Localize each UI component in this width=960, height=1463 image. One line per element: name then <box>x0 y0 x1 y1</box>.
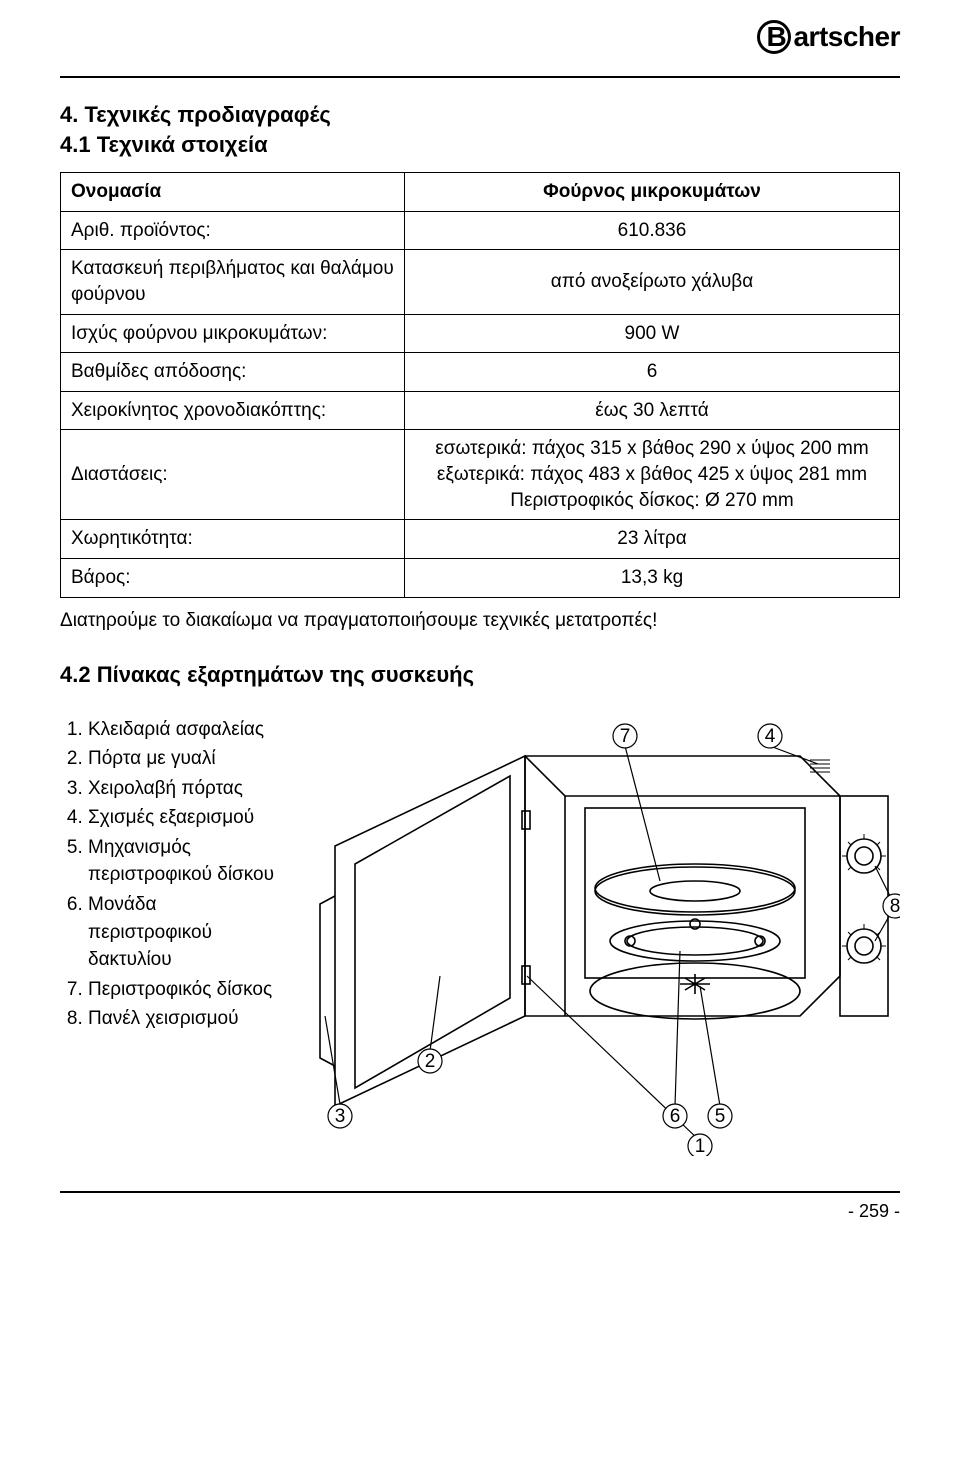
spec-value: Φούρνος μικροκυμάτων <box>404 173 899 212</box>
top-rule <box>60 76 900 78</box>
spec-value: από ανοξείρωτο χάλυβα <box>404 250 899 314</box>
table-row: Ισχύς φούρνου μικροκυμάτων: 900 W <box>61 314 900 353</box>
brand-b-icon <box>757 20 791 54</box>
dim-line-3: Περιστροφικός δίσκος: Ø 270 mm <box>415 488 889 514</box>
callout-7: 7 <box>620 726 631 747</box>
microwave-diagram: 7 4 8 2 3 6 5 1 <box>300 716 900 1161</box>
spec-label: Διαστάσεις: <box>61 430 405 520</box>
spec-value: 900 W <box>404 314 899 353</box>
page-number: - 259 - <box>60 1201 900 1222</box>
list-item: Χειρολαβή πόρτας <box>88 775 280 803</box>
callout-8: 8 <box>890 896 900 917</box>
list-item: Μονάδα περιστροφικού δακτυλίου <box>88 891 280 974</box>
spec-value: 23 λίτρα <box>404 520 899 559</box>
table-row: Χωρητικότητα: 23 λίτρα <box>61 520 900 559</box>
list-item: Μηχανισμός περιστροφικού δίσκου <box>88 834 280 889</box>
table-row: Διαστάσεις: εσωτερικά: πάχος 315 x βάθος… <box>61 430 900 520</box>
list-item: Πανέλ χεισρισμού <box>88 1005 280 1033</box>
microwave-svg: 7 4 8 2 3 6 5 1 <box>300 716 900 1156</box>
table-row: Χειροκίνητος χρονοδιακόπτης: έως 30 λεπτ… <box>61 391 900 430</box>
list-item: Σχισμές εξαερισμού <box>88 804 280 832</box>
spec-value-dimensions: εσωτερικά: πάχος 315 x βάθος 290 x ύψος … <box>404 430 899 520</box>
callout-2: 2 <box>425 1051 436 1072</box>
list-item: Πόρτα με γυαλί <box>88 745 280 773</box>
list-item: Περιστροφικός δίσκος <box>88 976 280 1004</box>
page: artscher 4. Τεχνικές προδιαγραφές 4.1 Τε… <box>0 0 960 1262</box>
spec-value: 13,3 kg <box>404 559 899 598</box>
spec-label: Χειροκίνητος χρονοδιακόπτης: <box>61 391 405 430</box>
callout-4: 4 <box>765 726 776 747</box>
spec-label: Βαθμίδες απόδοσης: <box>61 353 405 392</box>
spec-label: Ονομασία <box>61 173 405 212</box>
brand-text: artscher <box>793 21 900 53</box>
dim-line-1: εσωτερικά: πάχος 315 x βάθος 290 x ύψος … <box>415 436 889 462</box>
parts-list: Κλειδαριά ασφαλείας Πόρτα με γυαλί Χειρο… <box>60 716 280 1035</box>
spec-label: Ισχύς φούρνου μικροκυμάτων: <box>61 314 405 353</box>
callout-5: 5 <box>715 1106 726 1127</box>
spec-label: Χωρητικότητα: <box>61 520 405 559</box>
spec-label: Βάρος: <box>61 559 405 598</box>
list-item: Κλειδαριά ασφαλείας <box>88 716 280 744</box>
footer-rule <box>60 1191 900 1193</box>
table-row: Κατασκευή περιβλήματος και θαλάμου φούρν… <box>61 250 900 314</box>
spec-value: 6 <box>404 353 899 392</box>
table-row: Ονομασία Φούρνος μικροκυμάτων <box>61 173 900 212</box>
table-row: Βαθμίδες απόδοσης: 6 <box>61 353 900 392</box>
callout-1: 1 <box>695 1136 706 1156</box>
spec-label: Κατασκευή περιβλήματος και θαλάμου φούρν… <box>61 250 405 314</box>
callout-6: 6 <box>670 1106 681 1127</box>
section-4-1-title: 4.1 Τεχνικά στοιχεία <box>60 132 900 158</box>
spec-table: Ονομασία Φούρνος μικροκυμάτων Αριθ. προϊ… <box>60 172 900 598</box>
spec-label: Αριθ. προϊόντος: <box>61 211 405 250</box>
dim-line-2: εξωτερικά: πάχος 483 x βάθος 425 x ύψος … <box>415 462 889 488</box>
callout-3: 3 <box>335 1106 346 1127</box>
spec-value: 610.836 <box>404 211 899 250</box>
brand-logo: artscher <box>757 20 900 54</box>
parts-area: Κλειδαριά ασφαλείας Πόρτα με γυαλί Χειρο… <box>60 716 900 1161</box>
table-row: Αριθ. προϊόντος: 610.836 <box>61 211 900 250</box>
modifications-note: Διατηρούμε το διακαίωμα να πραγματοποιήσ… <box>60 610 900 632</box>
section-4-2-title: 4.2 Πίνακας εξαρτημάτων της συσκευής <box>60 662 900 688</box>
section-4-title: 4. Τεχνικές προδιαγραφές <box>60 102 900 128</box>
spec-value: έως 30 λεπτά <box>404 391 899 430</box>
table-row: Βάρος: 13,3 kg <box>61 559 900 598</box>
